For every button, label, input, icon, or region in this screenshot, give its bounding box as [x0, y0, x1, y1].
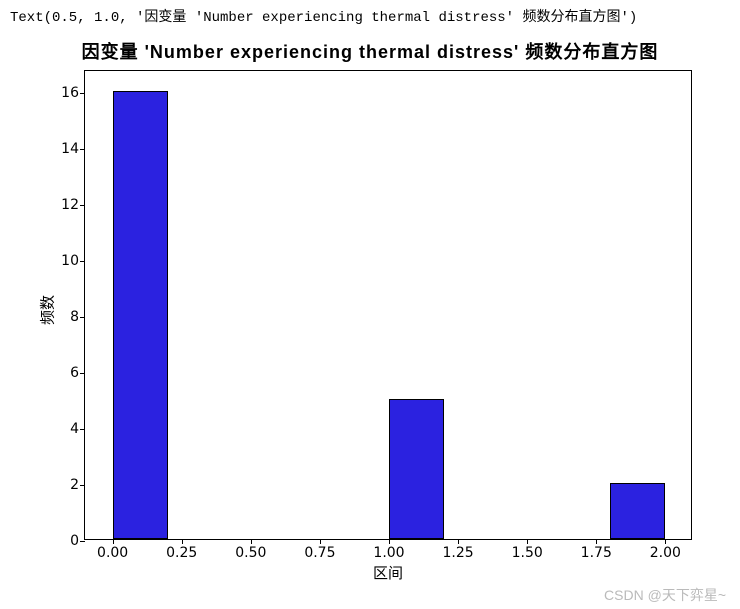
y-tick-label: 12: [49, 197, 79, 213]
x-tick-mark: [527, 539, 528, 544]
y-tick-label: 14: [49, 141, 79, 157]
x-tick-mark: [596, 539, 597, 544]
histogram-bar: [389, 399, 444, 539]
x-axis-label: 区间: [373, 562, 403, 583]
x-tick-mark: [182, 539, 183, 544]
y-tick-mark: [80, 317, 85, 318]
x-tick-mark: [113, 539, 114, 544]
y-tick-label: 6: [49, 365, 79, 381]
x-tick-label: 1.50: [512, 545, 543, 561]
x-tick-label: 2.00: [650, 545, 681, 561]
x-tick-label: 0.00: [97, 545, 128, 561]
y-tick-mark: [80, 149, 85, 150]
x-tick-mark: [665, 539, 666, 544]
y-tick-mark: [80, 261, 85, 262]
y-tick-mark: [80, 541, 85, 542]
y-tick-mark: [80, 205, 85, 206]
x-tick-mark: [458, 539, 459, 544]
x-tick-mark: [389, 539, 390, 544]
x-tick-label: 0.75: [304, 545, 335, 561]
x-tick-label: 0.25: [166, 545, 197, 561]
y-tick-label: 10: [49, 253, 79, 269]
chart-title: 因变量 'Number experiencing thermal distres…: [20, 38, 720, 64]
x-tick-mark: [251, 539, 252, 544]
histogram-bar: [113, 91, 168, 539]
y-tick-mark: [80, 429, 85, 430]
x-tick-label: 0.50: [235, 545, 266, 561]
code-output-line: Text(0.5, 1.0, '因变量 'Number experiencing…: [0, 0, 740, 32]
watermark-text: CSDN @天下弈星~: [604, 585, 726, 605]
plot-area: 区间 02468101214160.000.250.500.751.001.25…: [84, 70, 692, 540]
y-tick-label: 4: [49, 421, 79, 437]
y-tick-label: 0: [49, 533, 79, 549]
y-tick-label: 2: [49, 477, 79, 493]
y-tick-label: 16: [49, 85, 79, 101]
histogram-chart: 因变量 'Number experiencing thermal distres…: [20, 30, 720, 590]
x-tick-label: 1.25: [442, 545, 473, 561]
x-tick-mark: [320, 539, 321, 544]
x-tick-label: 1.75: [581, 545, 612, 561]
y-tick-label: 8: [49, 309, 79, 325]
y-tick-mark: [80, 373, 85, 374]
y-tick-mark: [80, 93, 85, 94]
histogram-bar: [610, 483, 665, 539]
y-tick-mark: [80, 485, 85, 486]
x-tick-label: 1.00: [373, 545, 404, 561]
